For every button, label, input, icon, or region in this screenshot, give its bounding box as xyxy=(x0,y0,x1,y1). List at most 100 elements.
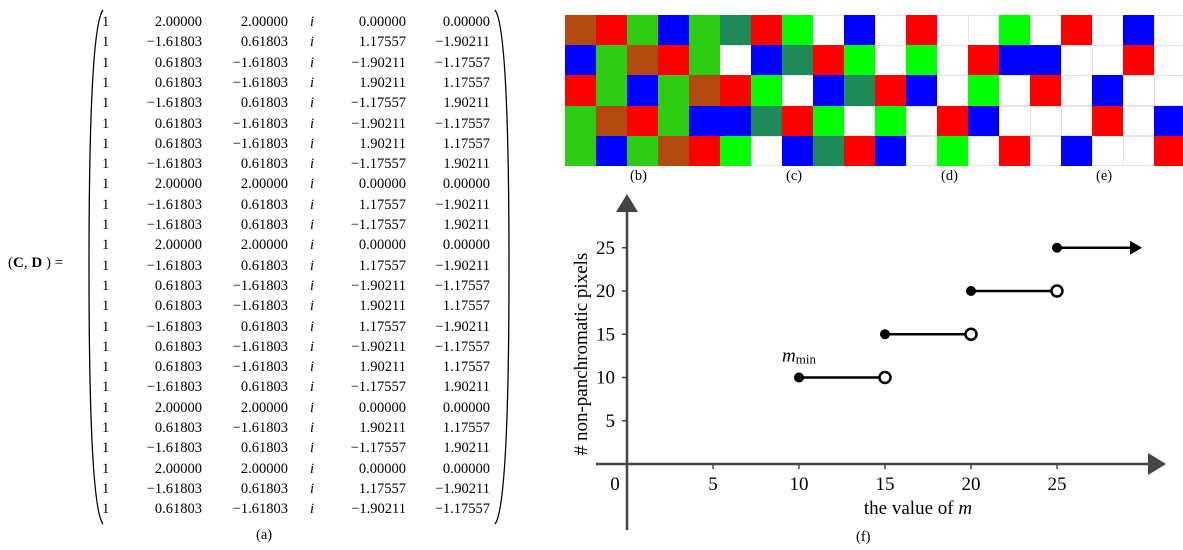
matrix-cell: 1 xyxy=(102,359,110,376)
pattern-cell xyxy=(658,15,690,46)
matrix-cell: 2.00000 xyxy=(154,14,202,30)
matrix-cell: −1.17557 xyxy=(434,115,490,132)
matrix-cell: 0.61803 xyxy=(154,338,202,355)
pattern-cell xyxy=(782,105,814,137)
matrix-cell: 0.61803 xyxy=(154,115,202,132)
matrix-cell: i xyxy=(309,217,315,233)
pattern-cell xyxy=(689,135,721,167)
pattern-cell xyxy=(999,105,1031,137)
pattern-cell xyxy=(658,45,690,76)
matrix-row: 1 0.61803 −1.61803 i 1.90211 1.17557 xyxy=(87,73,507,93)
matrix-row: 1 −1.61803 0.61803 i 1.17557 −1.90211 xyxy=(87,317,507,337)
matrix-cell: −1.61803 xyxy=(146,156,202,173)
matrix-cell: i xyxy=(309,460,315,477)
x-tick-label: 0 xyxy=(610,474,620,495)
matrix-cell: 1 xyxy=(102,196,110,213)
pattern-cell xyxy=(658,105,690,137)
pattern-cell xyxy=(751,45,783,76)
matrix-cell: −1.61803 xyxy=(146,217,202,233)
pattern-cell xyxy=(1092,45,1124,76)
x-tick-label: 20 xyxy=(962,474,981,495)
pattern-cell xyxy=(751,75,783,107)
matrix-cell: 1 xyxy=(102,14,110,30)
pattern-cell xyxy=(906,105,938,137)
matrix-cell: i xyxy=(309,277,315,294)
pattern-cell xyxy=(720,15,752,46)
matrix-row: 1 2.00000 2.00000 i 0.00000 0.00000 xyxy=(87,12,507,32)
matrix-cell: −1.90211 xyxy=(351,501,406,518)
matrix-cell: −1.61803 xyxy=(146,440,202,457)
matrix-cell: 0.00000 xyxy=(442,14,490,30)
pattern-cell xyxy=(751,15,783,46)
matrix-cell: 2.00000 xyxy=(154,399,202,416)
matrix-cell: −1.17557 xyxy=(434,277,490,294)
pattern-cell xyxy=(1154,135,1183,167)
matrix-row: 1 2.00000 2.00000 i 0.00000 0.00000 xyxy=(87,459,507,479)
matrix-cell: 2.00000 xyxy=(154,460,202,477)
pattern-cell xyxy=(1123,75,1155,107)
pattern-cell xyxy=(999,45,1031,76)
matrix-row: 1 0.61803 −1.61803 i −1.90211 −1.17557 xyxy=(87,114,507,134)
matrix-cell: −1.61803 xyxy=(146,95,202,112)
matrix-row: 1 0.61803 −1.61803 i 1.90211 1.17557 xyxy=(87,296,507,316)
pattern-cell xyxy=(596,105,628,137)
matrix-cell: 0.61803 xyxy=(240,480,288,497)
matrix-cell: i xyxy=(309,298,315,315)
pattern-cell xyxy=(1092,135,1124,167)
matrix-cell: 0.00000 xyxy=(358,14,406,30)
matrix-cell: 1.90211 xyxy=(359,359,406,376)
matrix-cell: −1.61803 xyxy=(232,298,288,315)
y-tick-label: 15 xyxy=(596,324,615,345)
pattern-cell xyxy=(937,15,969,46)
pattern-cell xyxy=(1123,135,1155,167)
matrix-cell: 1.90211 xyxy=(359,74,406,91)
matrix-cell: 1.90211 xyxy=(359,420,406,436)
matrix-row: 1 −1.61803 0.61803 i 1.17557 −1.90211 xyxy=(87,32,507,52)
matrix-cell: 1 xyxy=(102,95,110,112)
matrix-cell: 1 xyxy=(102,298,110,315)
matrix-cell: 0.00000 xyxy=(358,176,406,193)
matrix-cell: 0.61803 xyxy=(154,54,202,71)
pattern-cell xyxy=(782,135,814,167)
matrix-cell: 1 xyxy=(102,34,110,51)
matrix-cell: 1.90211 xyxy=(443,95,490,112)
right-parenthesis xyxy=(494,9,510,525)
matrix-cell: 0.61803 xyxy=(154,135,202,152)
pattern-cell xyxy=(1030,15,1062,46)
pattern-cell xyxy=(658,75,690,107)
pattern-cell xyxy=(782,75,814,107)
matrix-cell: 0.61803 xyxy=(154,277,202,294)
pattern-cell xyxy=(658,135,690,167)
pattern-cell xyxy=(596,75,628,107)
pattern-cell xyxy=(627,105,659,137)
pattern-cell xyxy=(1061,135,1093,167)
matrix-cell: −1.61803 xyxy=(232,359,288,376)
pattern-cell xyxy=(720,75,752,107)
y-tick-label: 10 xyxy=(596,368,615,389)
matrix-cell: −1.61803 xyxy=(232,338,288,355)
matrix-cell: i xyxy=(309,257,315,274)
matrix-cell: 1 xyxy=(102,338,110,355)
pattern-cell xyxy=(968,15,1000,46)
closed-endpoint xyxy=(794,372,804,383)
matrix-cell: i xyxy=(309,440,315,457)
pattern-cell xyxy=(844,105,876,137)
matrix-cell: i xyxy=(309,338,315,355)
matrix-cell: −1.90211 xyxy=(351,338,406,355)
matrix-cell: 0.61803 xyxy=(154,501,202,518)
matrix-cell: 2.00000 xyxy=(154,176,202,193)
matrix-cell: 0.61803 xyxy=(154,298,202,315)
pattern-cell xyxy=(875,135,907,167)
caption-e: (e) xyxy=(1096,168,1113,184)
matrix-cell: −1.17557 xyxy=(350,95,406,112)
matrix-cell: 1 xyxy=(102,420,110,436)
pattern-cell xyxy=(968,105,1000,137)
pattern-cell xyxy=(875,45,907,76)
caption-c: (c) xyxy=(786,168,803,184)
arrow-head xyxy=(1130,240,1142,255)
matrix-cell: −1.61803 xyxy=(146,379,202,396)
matrix-cell: 1.17557 xyxy=(358,196,406,213)
pattern-cell xyxy=(565,15,597,46)
pattern-cell xyxy=(596,15,628,46)
pattern-cell xyxy=(844,135,876,167)
